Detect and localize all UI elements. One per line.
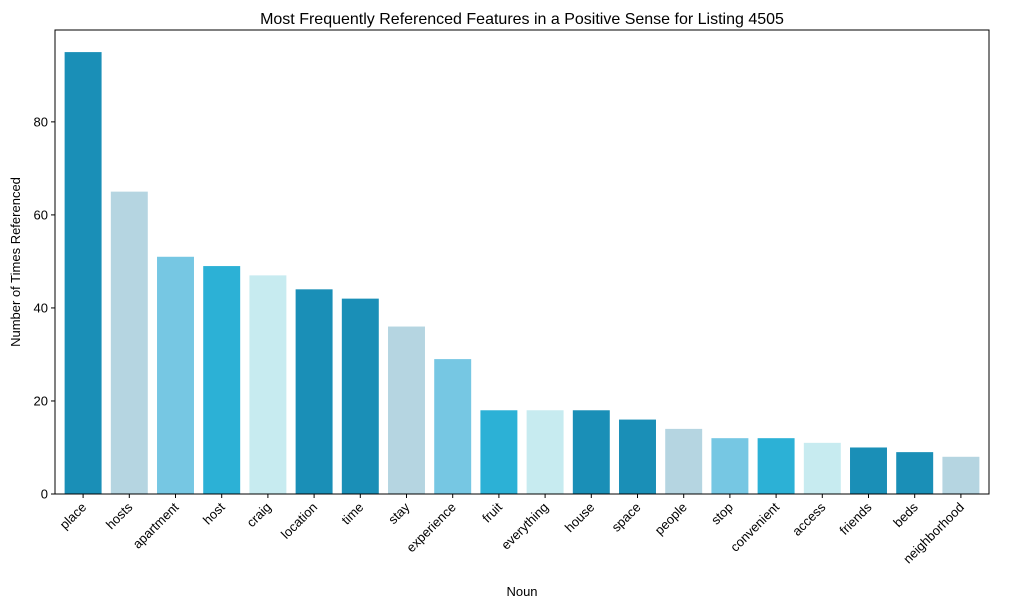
x-tick-label: stay <box>385 499 413 527</box>
bar-people <box>665 428 703 494</box>
x-tick-label: experience <box>403 500 459 556</box>
bar-space <box>619 419 656 494</box>
x-tick-label: place <box>57 500 90 533</box>
y-axis-label: Number of Times Referenced <box>8 177 23 347</box>
bar-neighborhood <box>942 456 980 494</box>
x-tick-label: hosts <box>103 499 136 532</box>
bar-hosts <box>110 191 148 494</box>
y-axis: 0 20 40 60 80 <box>34 114 55 502</box>
x-tick-label: stop <box>708 500 736 528</box>
plot-area-frame <box>54 29 990 495</box>
bar-apartment <box>157 256 194 494</box>
bar-craig <box>249 275 287 494</box>
x-tick-label: everything <box>498 500 551 553</box>
bar-everything <box>526 410 564 494</box>
chart-title: Most Frequently Referenced Features in a… <box>260 11 784 28</box>
bar-beds <box>896 452 934 494</box>
bars-group <box>64 52 980 494</box>
x-tick-label: convenient <box>727 499 782 554</box>
bar-house <box>572 410 610 494</box>
x-tick-label: apartment <box>130 499 182 551</box>
x-tick-label: friends <box>836 499 875 538</box>
bar-location <box>295 289 333 494</box>
bar-experience <box>434 359 472 494</box>
x-tick-label: people <box>652 500 690 538</box>
y-tick-label: 20 <box>34 393 48 408</box>
bar-convenient <box>757 438 795 494</box>
y-tick-label: 60 <box>34 207 48 222</box>
x-tick-label: fruit <box>479 499 505 525</box>
bar-friends <box>850 447 887 494</box>
x-tick-label: space <box>608 500 643 535</box>
x-tick-label: craig <box>243 500 274 531</box>
y-tick-label: 40 <box>34 300 48 315</box>
x-tick-label: host <box>200 499 228 527</box>
x-axis-label: Noun <box>506 584 537 599</box>
bar-host <box>203 266 241 494</box>
y-tick-label: 80 <box>34 114 48 129</box>
bar-stop <box>711 438 749 494</box>
bar-time <box>341 298 379 494</box>
bar-stay <box>388 326 425 494</box>
x-tick-label: time <box>338 500 366 528</box>
x-tick-label: access <box>789 499 829 539</box>
x-tick-label: location <box>278 500 320 542</box>
x-tick-label: house <box>562 500 598 536</box>
bar-fruit <box>480 410 518 494</box>
bar-access <box>803 442 841 494</box>
bar-place <box>64 52 102 494</box>
x-tick-label: beds <box>890 499 921 530</box>
y-tick-label: 0 <box>41 487 48 502</box>
